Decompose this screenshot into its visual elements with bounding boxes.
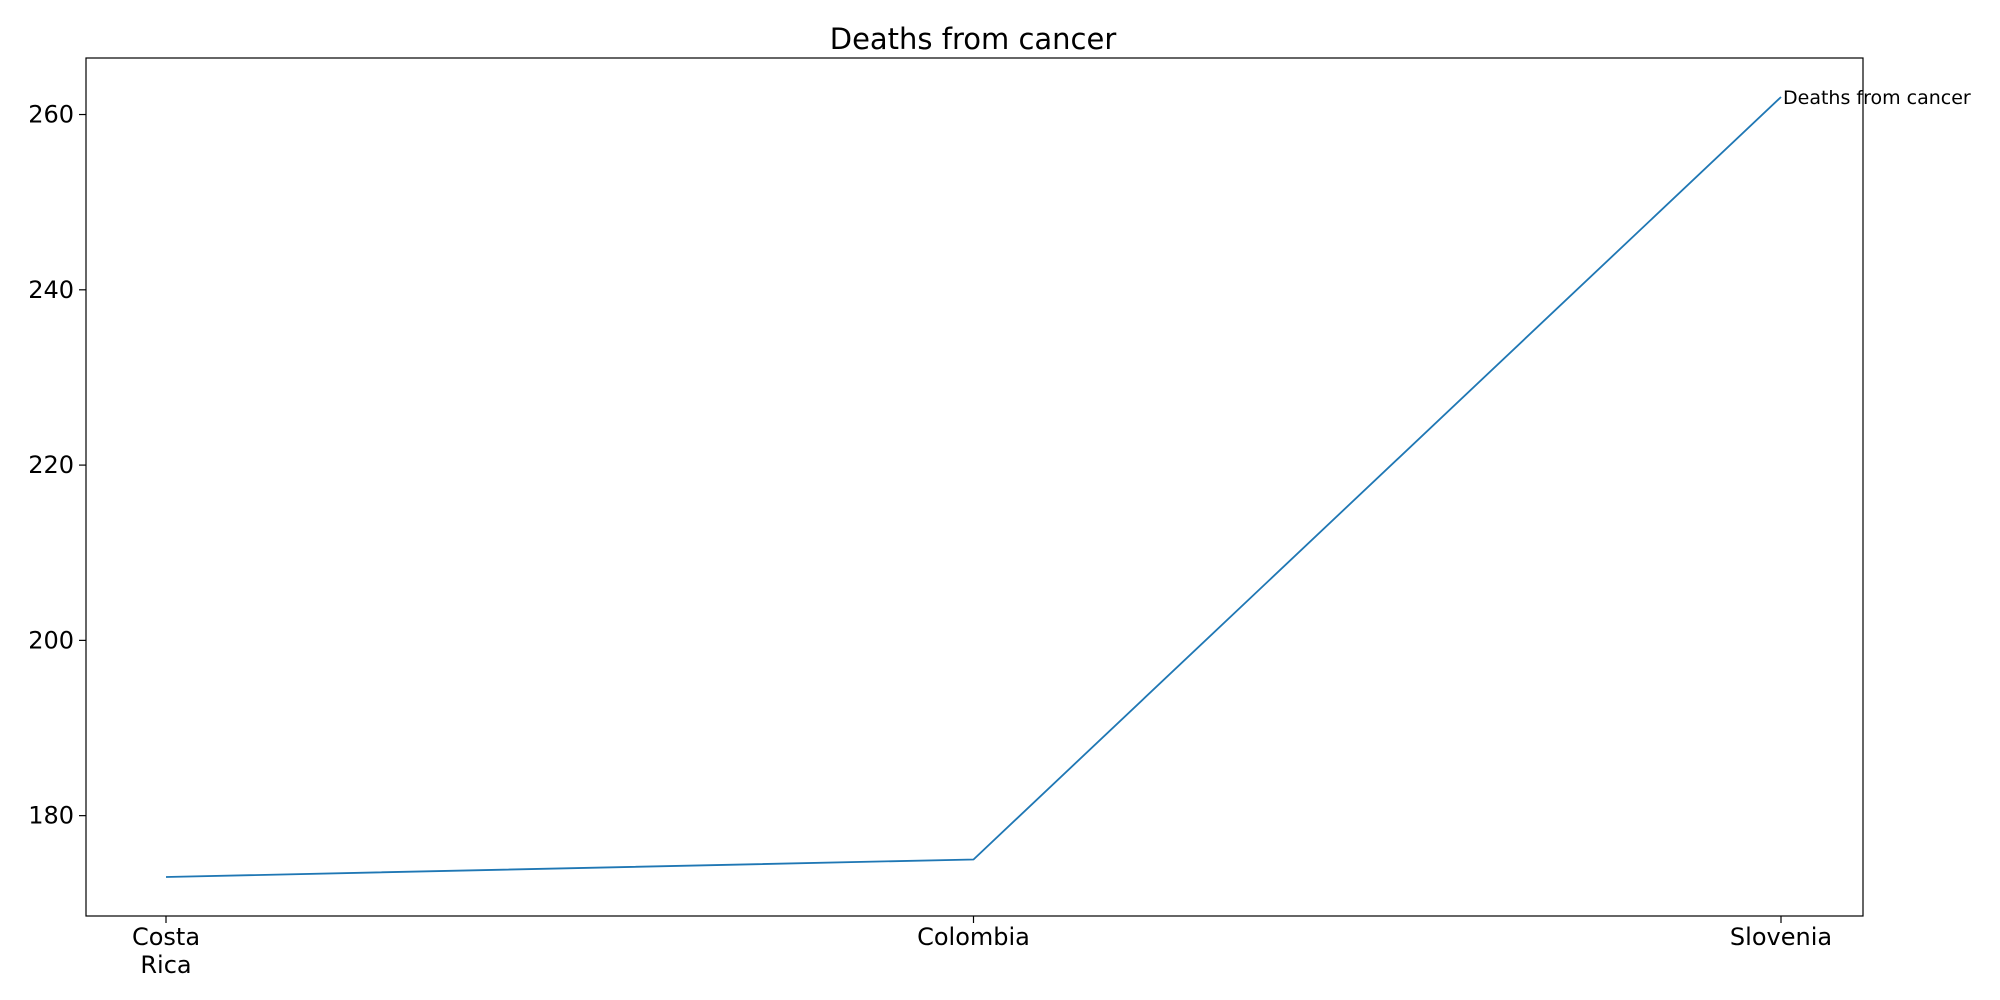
plot-area-frame — [85, 57, 1864, 917]
y-axis: 180 200 220 240 260 — [28, 101, 86, 830]
x-tick-label: Colombia — [917, 923, 1030, 951]
y-tick-label: 220 — [28, 451, 74, 479]
y-tick-label: 200 — [28, 626, 74, 654]
y-tick-label: 240 — [28, 276, 74, 304]
series-layer: Deaths from cancer — [165, 87, 1971, 878]
y-tick-label: 180 — [28, 802, 74, 830]
x-tick-label: Costa Rica — [132, 923, 200, 979]
x-tick-label: Slovenia — [1730, 923, 1832, 951]
chart-title: Deaths from cancer — [830, 22, 1117, 56]
y-tick-label: 260 — [28, 101, 74, 129]
series-end-label: Deaths from cancer — [1783, 87, 1971, 109]
x-axis: Costa Rica Colombia Slovenia — [132, 916, 1832, 979]
